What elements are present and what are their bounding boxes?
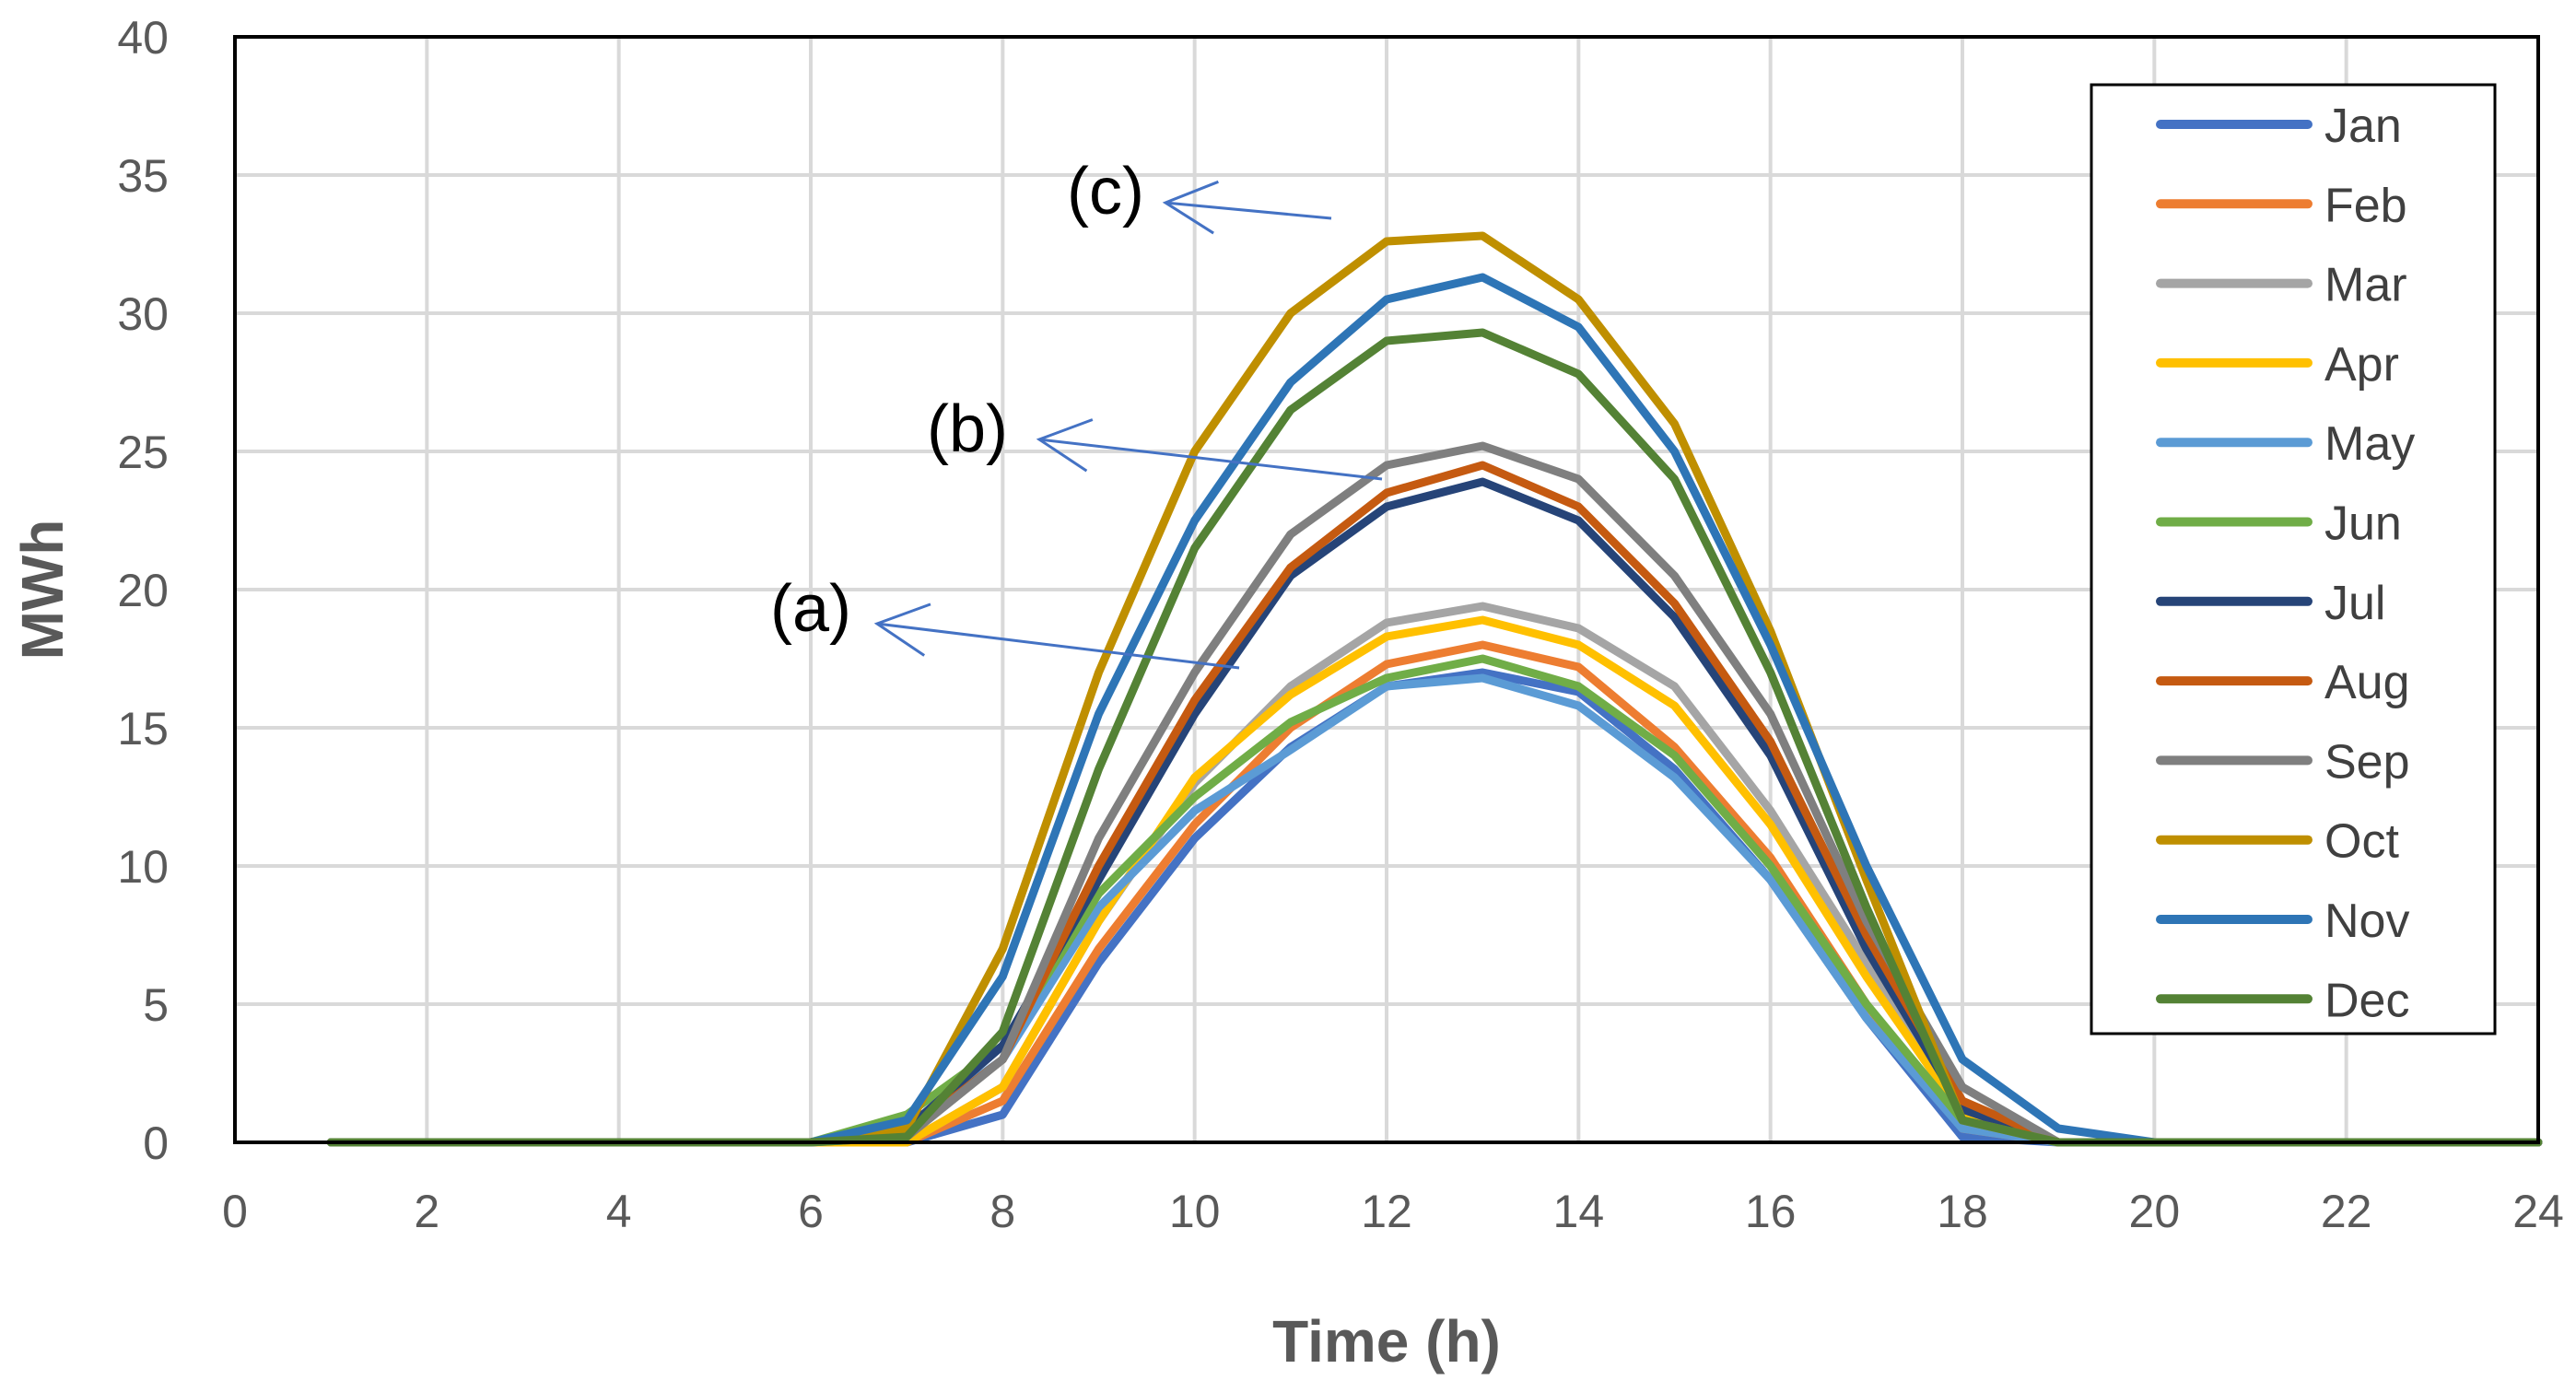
y-tick-label: 0 (143, 1117, 169, 1169)
legend-label: Sep (2324, 735, 2410, 789)
y-tick-label: 15 (117, 703, 169, 754)
annotation-label-a: (a) (770, 572, 851, 646)
y-axis-ticks: 0 5 10 15 20 25 30 35 40 (117, 12, 169, 1169)
x-tick-label: 10 (1169, 1186, 1221, 1237)
y-axis-title: MWh (9, 520, 76, 661)
x-tick-label: 8 (989, 1186, 1015, 1237)
x-axis-title: Time (h) (1272, 1308, 1501, 1374)
x-tick-label: 14 (1553, 1186, 1605, 1237)
annotation-label-b: (b) (927, 392, 1008, 466)
legend-label: Jun (2324, 497, 2402, 551)
y-tick-label: 20 (117, 565, 169, 616)
legend-label: Jan (2324, 99, 2402, 153)
x-tick-label: 2 (414, 1186, 439, 1237)
x-tick-label: 16 (1745, 1186, 1797, 1237)
x-axis-ticks: 0 2 4 6 8 10 12 14 16 18 20 22 24 (222, 1186, 2564, 1237)
annotation-arrowhead-c (1162, 180, 1219, 235)
y-tick-label: 40 (117, 12, 169, 64)
x-tick-label: 20 (2129, 1186, 2181, 1237)
legend-label: Nov (2324, 895, 2409, 948)
x-tick-label: 4 (606, 1186, 632, 1237)
legend-label: Aug (2324, 656, 2410, 709)
annotation-arrow-c (1165, 201, 1332, 220)
legend: Jan Feb Mar Apr May Jun Jul Aug Sep Oct Nov Dec (2090, 83, 2497, 1035)
annotation-label-c: (c) (1067, 155, 1144, 228)
x-tick-label: 6 (798, 1186, 824, 1237)
y-tick-label: 25 (117, 427, 169, 478)
legend-box (2090, 83, 2497, 1035)
legend-label: May (2324, 417, 2415, 471)
annotation-arrow-b (1038, 438, 1383, 481)
annotations: (a) (b) (c) (770, 155, 1383, 670)
x-tick-label: 12 (1361, 1186, 1412, 1237)
legend-label: Mar (2324, 259, 2407, 312)
annotation-arrow-a (876, 622, 1240, 670)
legend-label: Dec (2324, 974, 2409, 1027)
legend-label: Apr (2324, 338, 2399, 392)
y-tick-label: 10 (117, 841, 169, 893)
legend-label: Oct (2324, 815, 2399, 869)
x-tick-label: 18 (1937, 1186, 1988, 1237)
legend-label: Feb (2324, 179, 2407, 232)
x-tick-label: 22 (2321, 1186, 2372, 1237)
x-tick-label: 0 (222, 1186, 248, 1237)
y-tick-label: 35 (117, 150, 169, 202)
y-tick-label: 30 (117, 288, 169, 340)
plot-frame (233, 35, 2540, 1144)
annotation-arrowhead-b (1036, 418, 1094, 473)
annotation-arrowhead-a (873, 602, 931, 657)
legend-label: Jul (2324, 577, 2385, 630)
x-tick-label: 24 (2512, 1186, 2564, 1237)
y-tick-label: 5 (143, 979, 169, 1031)
